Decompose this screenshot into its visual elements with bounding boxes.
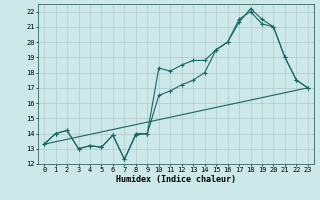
X-axis label: Humidex (Indice chaleur): Humidex (Indice chaleur) [116,175,236,184]
